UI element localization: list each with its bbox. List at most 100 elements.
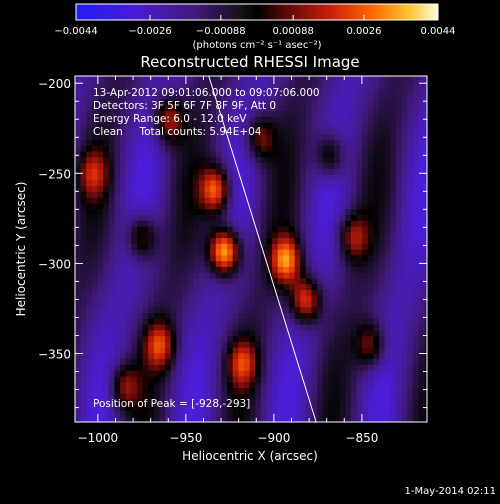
heatmap-cell <box>165 323 172 331</box>
heatmap-cell <box>86 162 93 169</box>
heatmap-cell <box>345 352 352 360</box>
heatmap-cell <box>396 375 403 383</box>
heatmap-cell <box>108 220 116 227</box>
heatmap-cell <box>396 387 403 394</box>
heatmap-cell <box>317 283 324 290</box>
heatmap-cell <box>182 277 189 285</box>
heatmap-cell <box>401 312 408 319</box>
heatmap-cell <box>305 272 313 279</box>
heatmap-cell <box>193 145 200 152</box>
heatmap-cell <box>193 358 200 365</box>
heatmap-cell <box>356 306 363 314</box>
heatmap-cell <box>125 81 132 89</box>
heatmap-cell <box>204 410 211 417</box>
heatmap-cell <box>311 185 318 192</box>
heatmap-cell <box>260 139 268 146</box>
heatmap-cell <box>182 300 189 308</box>
heatmap-cell <box>136 266 144 273</box>
heatmap-cell <box>249 404 256 412</box>
heatmap-cell <box>396 76 403 83</box>
heatmap-cell <box>165 122 172 129</box>
heatmap-cell <box>125 145 132 152</box>
heatmap-cell <box>86 127 93 135</box>
heatmap-cell <box>243 283 251 290</box>
heatmap-cell <box>362 404 369 412</box>
heatmap-cell <box>193 179 200 187</box>
heatmap-cell <box>356 260 363 267</box>
heatmap-cell <box>396 358 403 365</box>
heatmap-cell <box>339 76 346 83</box>
heatmap-cell <box>193 174 200 181</box>
heatmap-cell <box>334 410 341 417</box>
heatmap-cell <box>187 387 194 394</box>
heatmap-cell <box>317 168 324 175</box>
heatmap-cell <box>243 87 251 94</box>
heatmap-cell <box>345 127 352 135</box>
heatmap-cell <box>193 133 200 141</box>
heatmap-cell <box>266 110 273 117</box>
heatmap-cell <box>198 133 206 141</box>
heatmap-cell <box>75 93 82 100</box>
heatmap-cell <box>289 208 296 215</box>
heatmap-cell <box>272 329 279 337</box>
heatmap-cell <box>249 139 256 146</box>
heatmap-cell <box>91 266 99 273</box>
heatmap-cell <box>401 393 408 400</box>
heatmap-cell <box>142 306 149 314</box>
heatmap-cell <box>249 254 256 262</box>
heatmap-cell <box>412 81 420 89</box>
heatmap-cell <box>238 237 245 244</box>
heatmap-cell <box>159 145 166 152</box>
heatmap-cell <box>108 289 116 296</box>
heatmap-cell <box>114 174 121 181</box>
heatmap-cell <box>249 300 256 308</box>
heatmap-cell <box>305 300 313 308</box>
heatmap-cell <box>176 283 183 290</box>
heatmap-cell <box>187 110 194 117</box>
heatmap-cell <box>97 150 104 158</box>
heatmap-cell <box>424 254 427 262</box>
heatmap-cell <box>215 260 223 267</box>
heatmap-cell <box>266 370 273 377</box>
heatmap-cell <box>243 318 251 325</box>
heatmap-cell <box>153 214 161 221</box>
heatmap-cell <box>97 168 104 175</box>
heatmap-cell <box>103 387 110 394</box>
heatmap-cell <box>215 214 223 221</box>
heatmap-cell <box>97 370 104 377</box>
heatmap-cell <box>328 208 335 215</box>
heatmap-cell <box>334 404 341 412</box>
heatmap-cell <box>198 104 206 112</box>
heatmap-cell <box>91 231 99 239</box>
heatmap-cell <box>322 393 330 400</box>
heatmap-cell <box>131 191 138 198</box>
heatmap-cell <box>390 295 397 302</box>
heatmap-cell <box>86 387 93 394</box>
heatmap-cell <box>232 162 239 169</box>
heatmap-cell <box>114 329 121 337</box>
heatmap-cell <box>260 214 268 221</box>
heatmap-cell <box>289 156 296 164</box>
heatmap-cell <box>401 404 408 412</box>
heatmap-cell <box>114 76 121 83</box>
heatmap-cell <box>272 300 279 308</box>
heatmap-cell <box>238 335 245 342</box>
heatmap-cell <box>176 300 183 308</box>
heatmap-cell <box>215 318 223 325</box>
heatmap-cell <box>198 156 206 164</box>
heatmap-cell <box>165 191 172 198</box>
heatmap-cell <box>97 139 104 146</box>
heatmap-cell <box>131 99 138 106</box>
heatmap-cell <box>350 289 358 296</box>
heatmap-cell <box>120 341 127 348</box>
heatmap-cell <box>193 341 200 348</box>
heatmap-cell <box>187 295 194 302</box>
heatmap-cell <box>362 150 369 158</box>
heatmap-cell <box>322 410 330 417</box>
heatmap-cell <box>120 254 127 262</box>
heatmap-cell <box>103 237 110 244</box>
heatmap-cell <box>266 249 273 256</box>
heatmap-cell <box>350 249 358 256</box>
heatmap-cell <box>367 185 375 192</box>
heatmap-cell <box>255 312 262 319</box>
